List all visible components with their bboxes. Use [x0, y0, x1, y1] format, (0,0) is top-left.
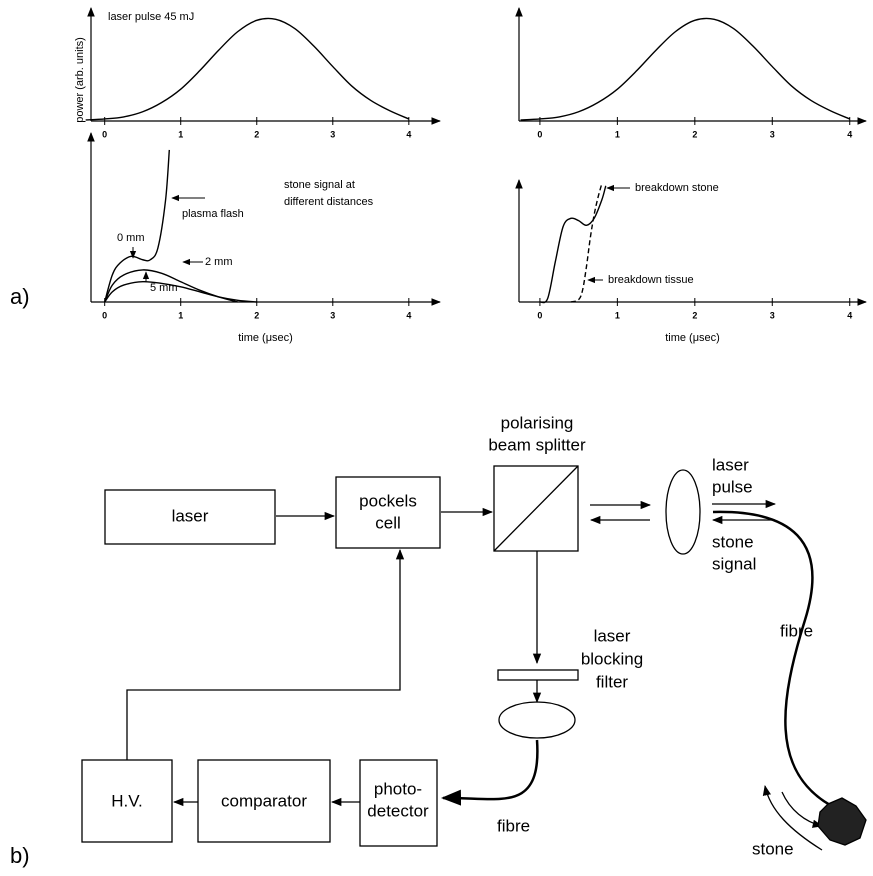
x-tick-label: 3 [330, 129, 335, 139]
label: blocking [581, 649, 643, 668]
annotation: plasma flash [182, 208, 244, 220]
lens [498, 701, 576, 739]
x-tick-label: 2 [254, 129, 259, 139]
label: signal [712, 554, 756, 573]
x-tick-label: 2 [692, 129, 697, 139]
photo-detector-box [359, 759, 438, 847]
series-line [570, 183, 603, 303]
annotation: laser pulse 45 mJ [108, 11, 194, 23]
label: laser [712, 455, 749, 474]
label: pulse [712, 477, 753, 496]
lens [665, 469, 701, 555]
series-label: breakdown tissue [608, 274, 694, 286]
x-tick-label: 3 [770, 129, 775, 139]
x-tick-label: 1 [178, 310, 183, 320]
x-axis-label: time (μsec) [665, 332, 720, 344]
series-line [85, 17, 410, 121]
y-axis-label: power (arb. units) [74, 37, 86, 123]
splitter-box [493, 465, 579, 552]
filter [497, 669, 579, 681]
series-line [104, 149, 171, 303]
panel-label: b) [10, 843, 30, 868]
label: detector [367, 801, 429, 820]
x-tick-label: 1 [615, 129, 620, 139]
series-line [104, 280, 257, 303]
label: cell [375, 513, 401, 532]
x-tick-label: 2 [692, 310, 697, 320]
label: fibre [780, 621, 813, 640]
laser-box [104, 489, 276, 545]
feedback-line [126, 548, 405, 760]
pockels-box [335, 476, 441, 549]
annotation: stone signal at [284, 179, 355, 191]
x-tick-label: 2 [254, 310, 259, 320]
x-tick-label: 3 [770, 310, 775, 320]
series-line [520, 17, 851, 121]
x-tick-label: 3 [330, 310, 335, 320]
fibre [712, 510, 831, 807]
x-tick-label: 0 [102, 310, 107, 320]
label: photo- [374, 779, 422, 798]
label: stone [752, 839, 794, 858]
x-tick-label: 0 [537, 310, 542, 320]
x-tick-label: 1 [178, 129, 183, 139]
label: H.V. [111, 791, 143, 810]
x-tick-label: 4 [847, 310, 852, 320]
label: laser [172, 506, 209, 525]
series-line [539, 185, 607, 304]
charts: 0 1 2 3 4 power (arb. units) laser pulse 45 mJ… [74, 7, 867, 344]
label: polarising [501, 413, 574, 432]
panel-label: a) [10, 284, 30, 309]
x-tick-label: 0 [537, 129, 542, 139]
series-label: 5 mm [150, 282, 178, 294]
label: pockels [359, 491, 417, 510]
label: fibre [497, 816, 530, 835]
label: filter [596, 672, 628, 691]
series-label: 2 mm [205, 256, 233, 268]
arrow [781, 791, 824, 828]
series-label: breakdown stone [635, 182, 719, 194]
x-tick-label: 4 [406, 310, 411, 320]
x-axis-label: time (μsec) [238, 332, 293, 344]
diagram-labels: laser pockels cell polarising beam split… [111, 413, 813, 858]
x-tick-label: 4 [847, 129, 852, 139]
fibre [441, 739, 539, 806]
annotation: different distances [284, 196, 374, 208]
x-tick-label: 1 [615, 310, 620, 320]
label: comparator [221, 791, 307, 810]
series-label: 0 mm [117, 232, 145, 244]
arrow [762, 784, 823, 851]
x-tick-label: 4 [406, 129, 411, 139]
label: beam splitter [488, 435, 586, 454]
diagram [81, 465, 867, 851]
splitter-diagonal [493, 465, 579, 552]
comparator-box [197, 759, 331, 843]
stone [817, 797, 867, 846]
label: stone [712, 532, 754, 551]
x-tick-label: 0 [102, 129, 107, 139]
label: laser [594, 626, 631, 645]
